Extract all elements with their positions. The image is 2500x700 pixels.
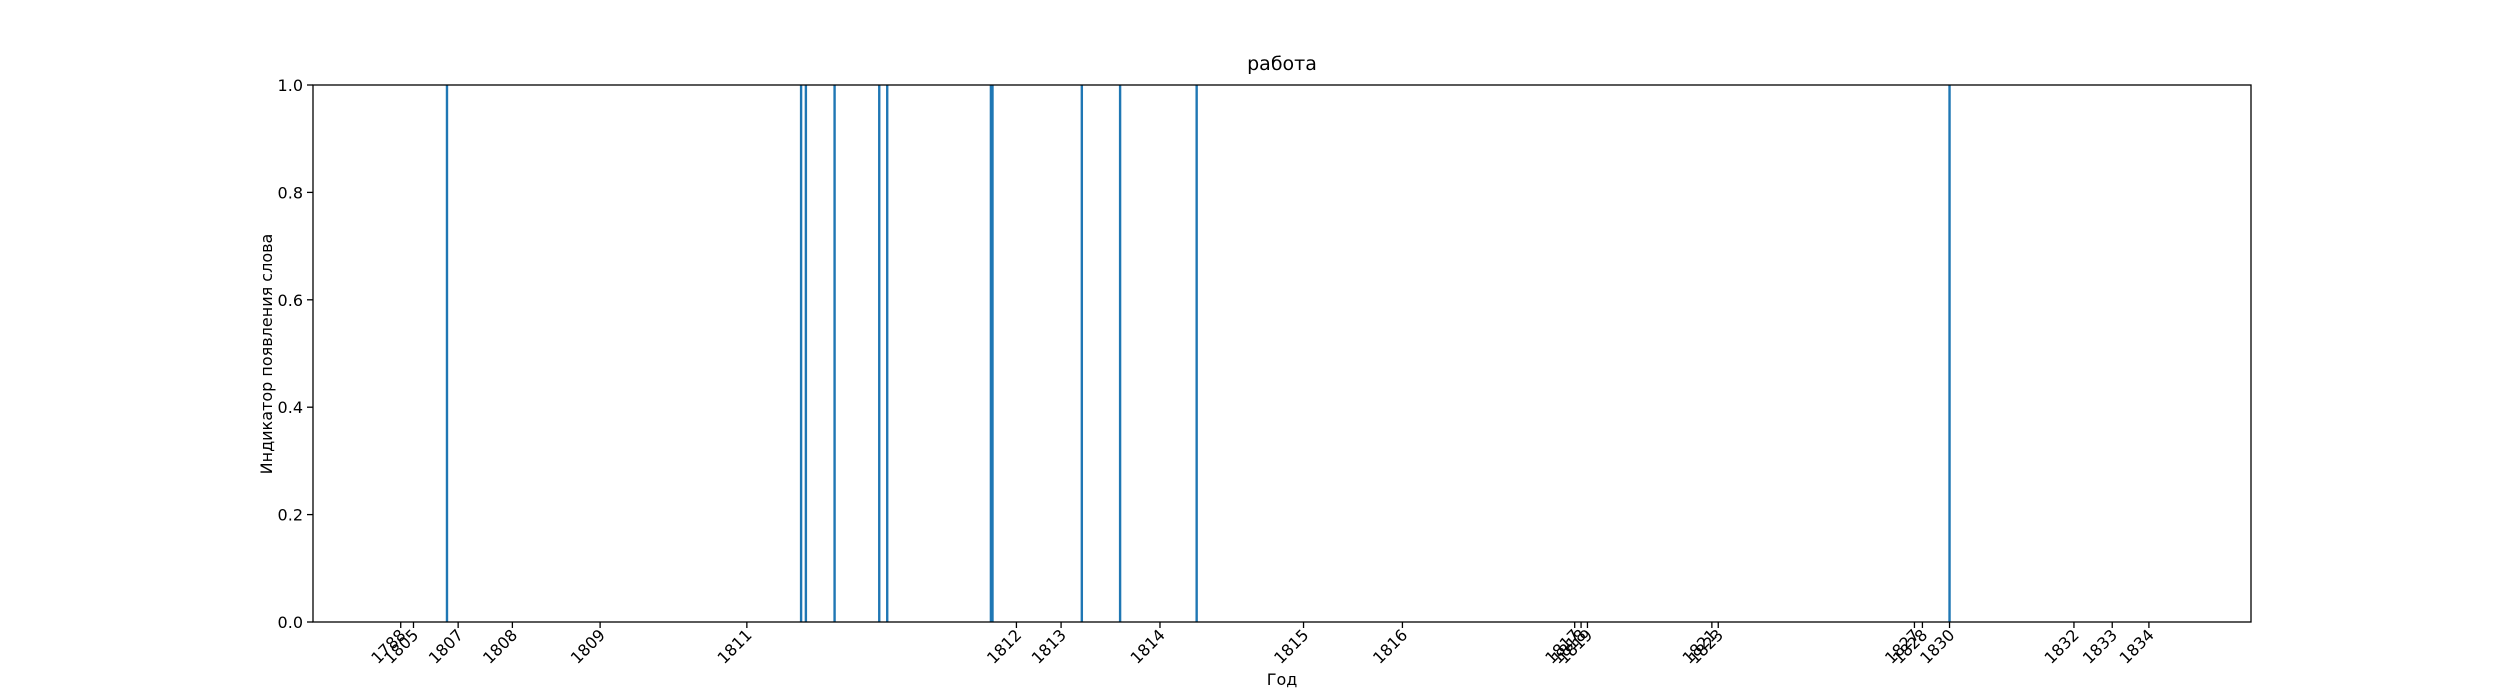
x-tick-label: 1832 xyxy=(2041,625,2083,667)
y-tick-label: 0.4 xyxy=(278,398,303,417)
x-tick-label: 1823 xyxy=(1685,625,1727,667)
chart-title: работа xyxy=(1247,53,1317,75)
x-tick-label: 1814 xyxy=(1127,625,1169,667)
x-axis-label: Год xyxy=(1267,670,1298,689)
x-tick-label: 1805 xyxy=(380,625,422,667)
y-tick-label: 0.6 xyxy=(278,291,303,310)
plot-frame xyxy=(312,84,2252,623)
x-tick-label: 1819 xyxy=(1554,625,1596,667)
y-tick-label: 0.2 xyxy=(278,506,303,525)
x-tick-label: 1809 xyxy=(567,625,609,667)
y-axis-label: Индикатор появления слова xyxy=(257,234,276,475)
x-tick-label: 1812 xyxy=(983,625,1025,667)
x-tick-label: 1807 xyxy=(425,625,467,667)
x-tick-label: 1816 xyxy=(1369,625,1411,667)
x-tick-label: 1834 xyxy=(2116,625,2158,667)
y-tick-label: 0.8 xyxy=(278,183,303,202)
y-tick-label: 0.0 xyxy=(278,613,303,632)
x-tick-label: 1808 xyxy=(479,625,521,667)
x-tick-label: 1813 xyxy=(1028,625,1070,667)
x-tick-label: 1815 xyxy=(1270,625,1312,667)
y-tick-label: 1.0 xyxy=(278,76,303,95)
x-tick-label: 1811 xyxy=(713,625,755,667)
x-tick-label: 1833 xyxy=(2079,625,2121,667)
